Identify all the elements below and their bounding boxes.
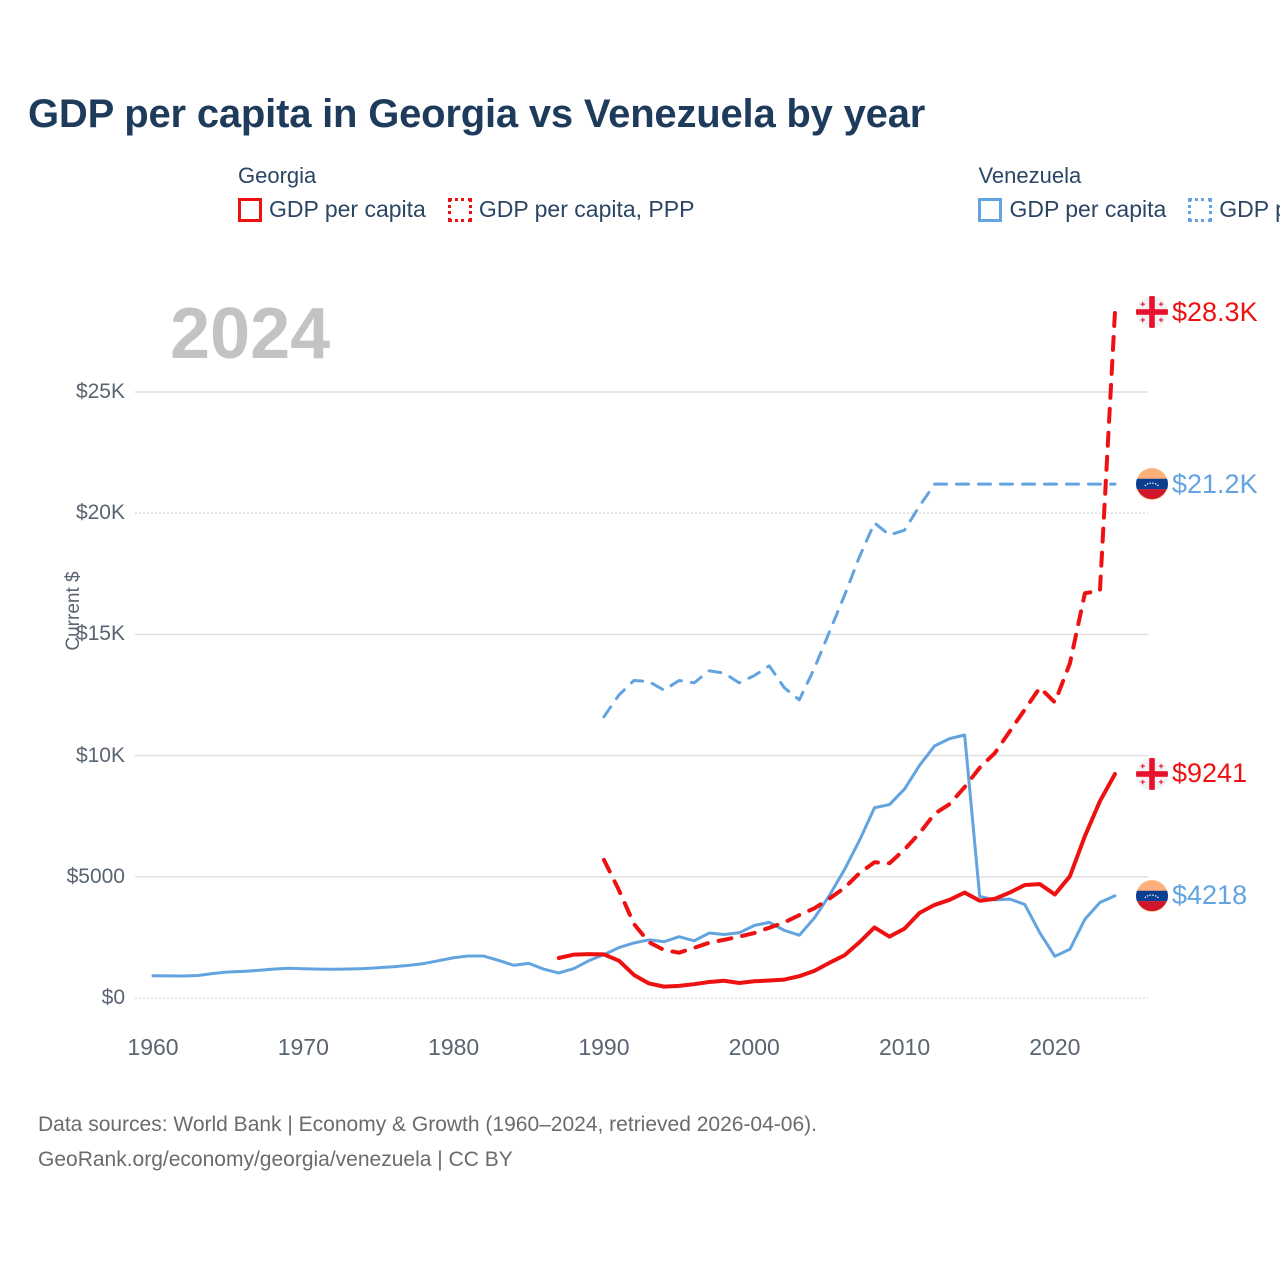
solid-blue-swatch-icon <box>978 197 1003 222</box>
series-line-0 <box>151 733 1117 978</box>
x-axis-tick: 2010 <box>878 1034 931 1060</box>
footer-data-sources: Data sources: World Bank | Economy & Gro… <box>38 1113 817 1136</box>
legend-item-label: GDP per capita, PPP <box>478 196 695 223</box>
legend-item-label: GDP per capita <box>1009 196 1167 223</box>
y-axis-tick: $20K <box>75 501 125 525</box>
y-axis-tick: $0 <box>101 986 125 1009</box>
legend-group-georgia: Georgia GDP per capita GDP per capita, P… <box>238 163 695 223</box>
venezuela-flag-icon <box>1136 468 1168 501</box>
dotted-blue-swatch-icon <box>1188 197 1213 222</box>
legend-item-venezuela-gdp-per-capita[interactable]: GDP per capita <box>978 196 1166 223</box>
end-label-value: $21.2K <box>1172 468 1258 499</box>
y-axis-tick-labels: $0 $5000 $10K $15K $20K $25K <box>25 0 125 1280</box>
dotted-red-swatch-icon <box>447 197 472 222</box>
end-label-ge-ppp: $28.3K <box>1136 296 1258 328</box>
series-line-3 <box>601 310 1117 955</box>
series-line-1 <box>602 482 1117 719</box>
page-title: GDP per capita in Georgia vs Venezuela b… <box>28 92 926 136</box>
x-axis-tick: 1990 <box>578 1034 630 1060</box>
year-watermark: 2024 <box>170 294 331 374</box>
legend-item-venezuela-gdp-per-capita-ppp[interactable]: GDP per capita, PPP <box>1188 196 1280 223</box>
legend-country-label-georgia: Georgia <box>238 163 317 188</box>
y-axis-tick: $10K <box>75 743 125 767</box>
end-label-ge-nominal: $9241 <box>1136 757 1248 790</box>
y-axis-tick: $25K <box>75 380 125 403</box>
x-axis-tick: 2020 <box>1029 1034 1081 1060</box>
venezuela-flag-icon <box>1136 879 1168 912</box>
legend-item-georgia-gdp-per-capita-ppp[interactable]: GDP per capita, PPP <box>447 196 695 223</box>
x-axis-tick: 1980 <box>428 1034 480 1060</box>
legend-country-label-venezuela: Venezuela <box>978 163 1082 188</box>
end-label-ve-ppp: $21.2K <box>1136 468 1258 501</box>
legend-group-venezuela: Venezuela GDP per capita GDP per capita,… <box>978 163 1280 223</box>
legend-item-label: GDP per capita, PPP <box>1219 196 1280 223</box>
end-label-value: $28.3K <box>1172 296 1258 327</box>
end-label-value: $9241 <box>1172 758 1248 789</box>
y-axis-tick: $15K <box>75 622 125 646</box>
solid-red-swatch-icon <box>238 197 262 222</box>
y-axis-tick: $5000 <box>66 864 125 888</box>
legend-item-georgia-gdp-per-capita[interactable]: GDP per capita <box>238 196 426 223</box>
legend-item-label: GDP per capita <box>269 196 426 223</box>
footer: Data sources: World Bank | Economy & Gro… <box>38 1108 817 1177</box>
x-axis-tick: 2000 <box>728 1034 780 1060</box>
georgia-flag-icon <box>1136 757 1168 790</box>
georgia-flag-icon <box>1136 296 1168 328</box>
end-label-value: $4218 <box>1172 880 1248 911</box>
x-axis-tick: 1970 <box>277 1034 329 1060</box>
footer-attribution: GeoRank.org/economy/georgia/venezuela | … <box>38 1147 513 1171</box>
end-label-ve-nominal: $4218 <box>1136 879 1248 912</box>
series-line-2 <box>556 772 1117 989</box>
legend: Georgia GDP per capita GDP per capita, P… <box>238 163 1280 223</box>
x-axis-tick: 1960 <box>127 1034 179 1060</box>
